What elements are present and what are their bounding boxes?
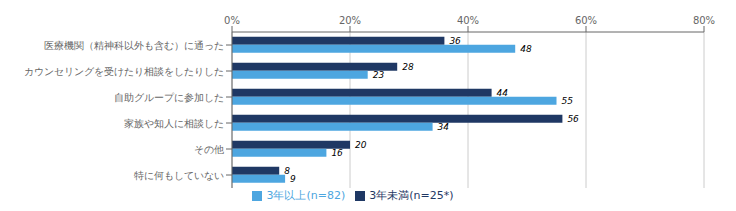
svg-text:8: 8 (284, 165, 290, 176)
svg-text:医療機関（精神科以外も含む）に通った: 医療機関（精神科以外も含む）に通った (44, 40, 224, 51)
svg-text:0%: 0% (224, 15, 240, 26)
svg-text:自助グループに参加した: 自助グループに参加した (114, 92, 224, 103)
svg-text:60%: 60% (575, 15, 597, 26)
svg-text:カウンセリングを受けたり相談をしたりした: カウンセリングを受けたり相談をしたりした (24, 66, 224, 77)
svg-text:28: 28 (402, 62, 414, 72)
svg-text:48: 48 (520, 44, 532, 54)
svg-text:その他: その他 (194, 144, 224, 155)
svg-text:44: 44 (497, 88, 509, 98)
svg-text:20: 20 (355, 140, 367, 150)
svg-text:56: 56 (567, 114, 579, 124)
svg-text:36: 36 (449, 36, 461, 46)
html-text:3年未満(n=25*): 3年未満(n=25*) (369, 189, 454, 202)
svg-text:40%: 40% (457, 15, 479, 26)
svg-text:80%: 80% (693, 15, 715, 26)
svg-text:特に何もしていない: 特に何もしていない (134, 170, 224, 181)
svg-text:16: 16 (331, 148, 343, 158)
svg-text:20%: 20% (339, 15, 361, 26)
svg-text:55: 55 (562, 96, 574, 106)
svg-text:9: 9 (290, 174, 296, 184)
svg-text:家族や知人に相談した: 家族や知人に相談した (124, 118, 224, 129)
html-text:3年以上(n=82): 3年以上(n=82) (266, 189, 346, 202)
svg-text:34: 34 (438, 122, 450, 132)
svg-text:23: 23 (373, 70, 385, 80)
